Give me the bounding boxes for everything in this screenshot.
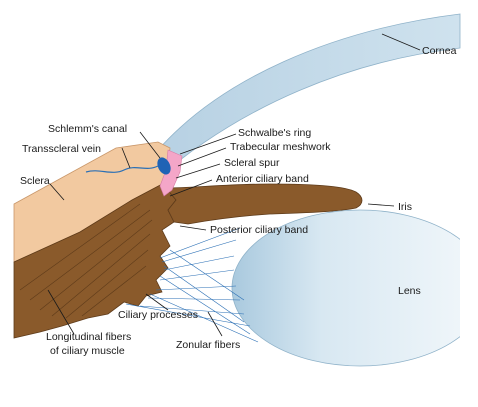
- schwalbes-ring-pointer: [179, 133, 237, 155]
- schlemms-canal-pointer: [139, 131, 161, 159]
- longitudinal-fibers-pointer: [47, 289, 75, 335]
- longitudinal-muscle-fibers: [19, 203, 153, 319]
- zonular-fibers-pointer: [207, 311, 223, 337]
- anterior-ciliary-band-label: Anterior ciliary band: [216, 173, 309, 185]
- sclera-label: Sclera: [20, 175, 50, 187]
- scleral-spur-pointer: [175, 163, 221, 179]
- schlemms-canal-shape: [157, 157, 171, 175]
- transscleral-vein-pointer: [121, 147, 131, 169]
- transscleral-vein-line: [85, 165, 159, 173]
- transscleral-vein-label: Transscleral vein: [22, 143, 101, 155]
- longitudinal-fibers-label-line2: of ciliary muscle: [50, 345, 125, 357]
- schwalbes-ring-label: Schwalbe's ring: [238, 127, 311, 139]
- anterior-ciliary-band-pointer: [169, 179, 213, 197]
- ciliary-processes-pointer: [145, 293, 169, 311]
- sclera-pointer: [49, 183, 65, 201]
- trabecular-meshwork-pointer: [177, 147, 227, 167]
- posterior-ciliary-band-label: Posterior ciliary band: [210, 224, 308, 236]
- lens-shape: [231, 209, 478, 367]
- iris-pointer: [367, 203, 395, 207]
- lens-label: Lens: [398, 285, 421, 297]
- trabecular-meshwork-label: Trabecular meshwork: [230, 141, 331, 153]
- longitudinal-fibers-label-line1: Longitudinal fibers: [46, 331, 131, 343]
- posterior-ciliary-band-pointer: [179, 225, 207, 231]
- cornea-pointer: [381, 33, 421, 51]
- pointer-lines: [47, 33, 421, 337]
- iris-label: Iris: [398, 201, 412, 213]
- zonular-fibers-lines: [125, 227, 259, 343]
- scleral-spur-label: Scleral spur: [224, 157, 280, 169]
- iris-shape: [165, 183, 363, 225]
- schlemms-canal-label: Schlemm's canal: [48, 123, 127, 135]
- zonular-fibers-label: Zonular fibers: [176, 339, 240, 351]
- ciliary-processes-label: Ciliary processes: [118, 309, 198, 321]
- cornea-label: Cornea: [422, 45, 457, 57]
